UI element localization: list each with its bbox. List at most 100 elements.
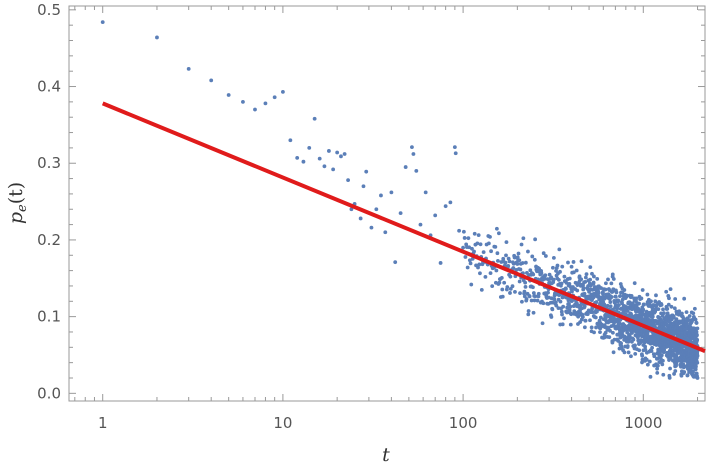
data-point [695,360,700,365]
data-point [592,330,596,335]
data-point [383,230,388,235]
y-tick-label: 0.4 [37,78,61,96]
data-point [496,258,500,263]
data-point [209,78,214,83]
data-point [661,372,666,377]
data-point [599,286,603,290]
y-tick-label: 0.3 [37,154,61,172]
data-point [598,330,602,334]
data-point [518,267,523,272]
data-point [500,294,505,299]
data-point [504,253,508,258]
data-point [569,312,574,317]
data-point [226,93,231,97]
plot-frame [68,5,706,402]
data-point [530,254,535,259]
data-point [647,359,652,364]
data-point [650,345,654,350]
data-point [559,281,564,286]
y-axis: 0.0 0.1 0.2 0.3 0.4 0.5 [37,1,705,402]
data-point [606,325,611,330]
data-point [551,277,556,282]
data-point [645,292,650,297]
data-point [631,337,636,342]
data-point [364,169,369,174]
data-point [518,291,522,296]
data-point [618,294,622,299]
data-point [667,375,672,380]
data-point [564,280,569,285]
data-point [403,165,408,169]
data-point [693,317,698,322]
data-point [478,242,483,247]
data-point [611,277,616,281]
data-point [584,272,589,276]
data-point [601,292,605,297]
data-point [452,145,457,150]
data-point [531,272,536,277]
data-point [666,302,671,307]
data-point [576,314,581,318]
data-point [529,298,534,303]
y-axis-label: pe(t) [5,182,30,224]
data-point [590,271,594,276]
data-point [536,291,541,296]
data-point [656,307,661,312]
data-point [543,273,548,278]
data-point [673,369,678,373]
data-point [526,312,531,317]
data-point [438,261,443,265]
data-point [510,284,515,289]
data-point [694,329,699,334]
data-point [511,266,516,270]
data-point [155,35,159,40]
data-point [579,259,584,264]
data-point [339,154,343,159]
data-point [613,294,618,299]
data-point [559,309,564,314]
data-point [580,315,585,319]
data-point [490,284,495,289]
data-point [515,262,520,266]
data-point [590,310,595,315]
data-point [662,311,666,316]
data-point [531,285,535,290]
data-point [389,190,394,195]
data-point [652,354,657,359]
data-point [624,293,629,298]
data-point [349,207,354,212]
data-point [527,294,532,299]
data-point [605,303,610,308]
data-point [532,257,537,262]
data-point [567,276,572,281]
data-point [478,271,482,276]
data-point [374,207,379,212]
data-point [648,374,653,379]
data-point [358,216,363,221]
data-point [649,299,653,304]
data-point [655,366,660,371]
data-point [517,258,522,263]
data-point [531,291,536,295]
data-point [603,287,608,292]
data-point [572,270,576,275]
data-point [528,268,533,273]
data-point [520,261,525,265]
data-point [664,289,669,294]
data-point [489,249,493,254]
data-point [687,314,692,318]
data-point [469,282,474,287]
data-point [591,280,596,285]
data-point [644,357,649,362]
fit-line [101,101,706,353]
data-point [667,296,671,301]
data-point [679,364,683,369]
data-point [549,315,554,319]
data-point [659,353,664,358]
data-point [682,370,687,374]
data-point [562,274,567,279]
x-tick-label: 10 [273,414,292,432]
data-point [503,260,508,265]
data-point [331,167,336,172]
